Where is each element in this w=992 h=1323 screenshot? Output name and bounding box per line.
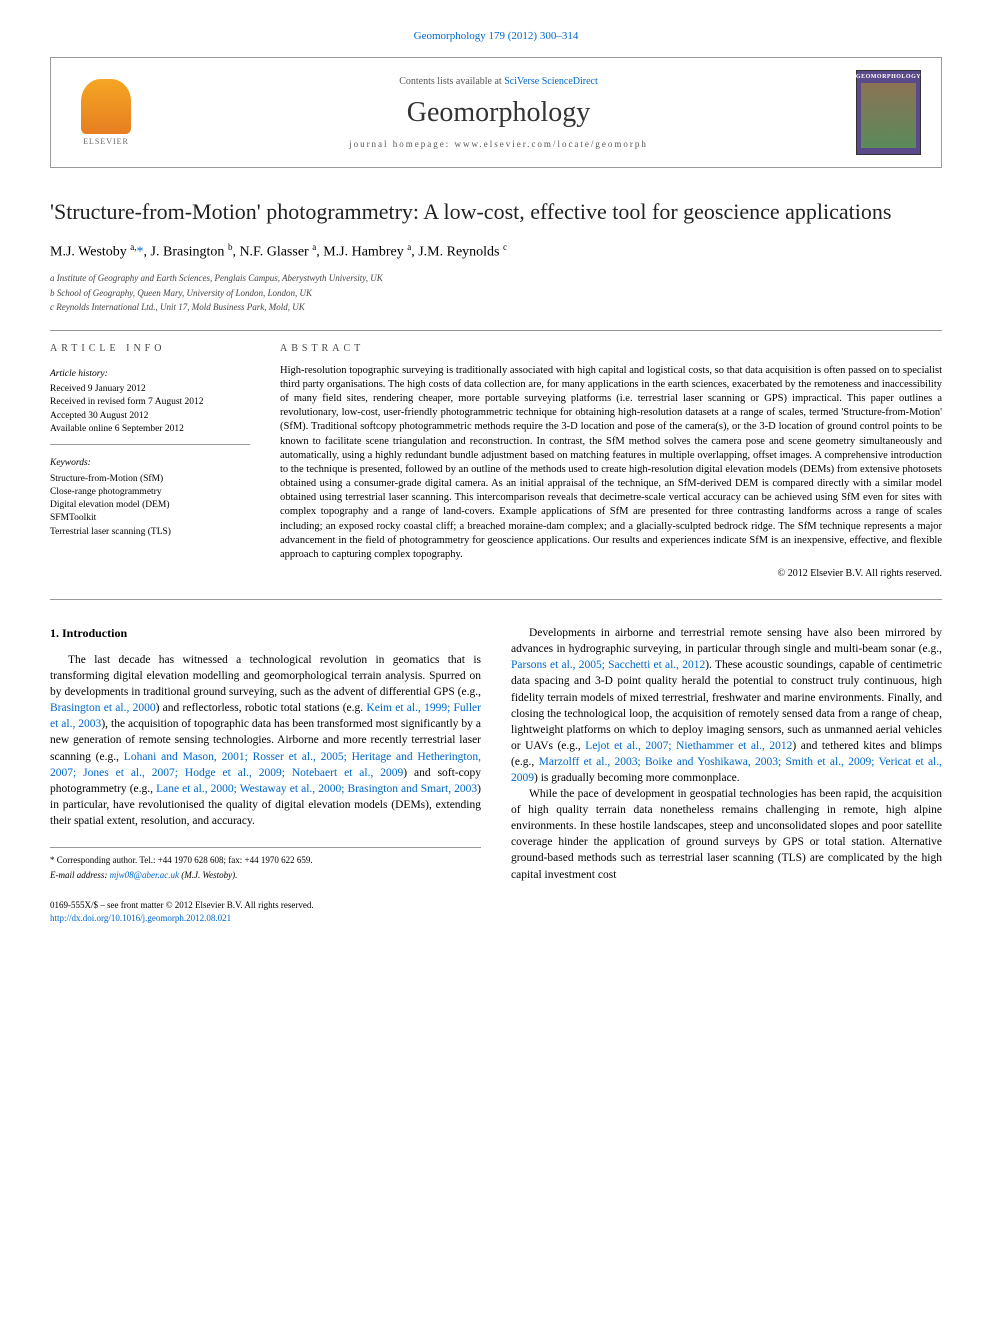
email-suffix: (M.J. Westoby). [179, 870, 237, 880]
history-line: Available online 6 September 2012 [50, 423, 250, 436]
intro-p1: The last decade has witnessed a technolo… [50, 652, 481, 829]
cover-title: GEOMORPHOLOGY [856, 74, 921, 80]
email-label: E-mail address: [50, 870, 110, 880]
elsevier-tree-icon [81, 79, 131, 134]
sciencedirect-link[interactable]: SciVerse ScienceDirect [504, 76, 598, 87]
article-info: ARTICLE INFO Article history: Received 9… [50, 343, 250, 579]
keyword-line: Structure-from-Motion (SfM) [50, 473, 250, 486]
section-1-heading: 1. Introduction [50, 625, 481, 642]
abstract-text: High-resolution topographic surveying is… [280, 364, 942, 562]
intro-p3: While the pace of development in geospat… [511, 786, 942, 883]
header-center: Contents lists available at SciVerse Sci… [141, 76, 856, 149]
body-columns: 1. Introduction The last decade has witn… [50, 625, 942, 924]
doi-link[interactable]: http://dx.doi.org/10.1016/j.geomorph.201… [50, 913, 231, 923]
keyword-line: Terrestrial laser scanning (TLS) [50, 526, 250, 539]
history-label: Article history: [50, 364, 250, 381]
body-col-left: 1. Introduction The last decade has witn… [50, 625, 481, 924]
cover-image-icon [861, 83, 916, 148]
article-history-block: Article history: Received 9 January 2012… [50, 364, 250, 445]
keyword-line: Digital elevation model (DEM) [50, 499, 250, 512]
history-line: Received 9 January 2012 [50, 383, 250, 396]
info-abstract-row: ARTICLE INFO Article history: Received 9… [50, 343, 942, 579]
elsevier-logo[interactable]: ELSEVIER [71, 73, 141, 153]
top-citation[interactable]: Geomorphology 179 (2012) 300–314 [50, 30, 942, 42]
intro-p2: Developments in airborne and terrestrial… [511, 625, 942, 786]
history-line: Accepted 30 August 2012 [50, 410, 250, 423]
affiliation-line: b School of Geography, Queen Mary, Unive… [50, 287, 942, 301]
abstract-copyright: © 2012 Elsevier B.V. All rights reserved… [280, 568, 942, 579]
ref-link[interactable]: Marzolff et al., 2003; Boike and Yoshika… [511, 756, 942, 784]
history-line: Received in revised form 7 August 2012 [50, 396, 250, 409]
affiliation-line: a Institute of Geography and Earth Scien… [50, 272, 942, 286]
contents-line: Contents lists available at SciVerse Sci… [141, 76, 856, 87]
email-link[interactable]: mjw08@aber.ac.uk [110, 870, 179, 880]
ref-link[interactable]: Brasington et al., 2000 [50, 702, 156, 714]
abstract-heading: ABSTRACT [280, 343, 942, 354]
rule-bottom [50, 599, 942, 600]
corresponding-note: * Corresponding author. Tel.: +44 1970 6… [50, 854, 481, 867]
ref-link[interactable]: Lohani and Mason, 2001; Rosser et al., 2… [50, 751, 481, 779]
ref-link[interactable]: Lejot et al., 2007; Niethammer et al., 2… [585, 740, 792, 752]
keyword-line: SFMToolkit [50, 512, 250, 525]
corresponding-author-footer: * Corresponding author. Tel.: +44 1970 6… [50, 847, 481, 881]
front-matter-line: 0169-555X/$ – see front matter © 2012 El… [50, 899, 481, 912]
keywords-block: Keywords: Structure-from-Motion (SfM)Clo… [50, 453, 250, 547]
affiliation-line: c Reynolds International Ltd., Unit 17, … [50, 301, 942, 315]
contents-prefix: Contents lists available at [399, 76, 504, 87]
ref-link[interactable]: Lane et al., 2000; Westaway et al., 2000… [156, 783, 477, 795]
abstract-column: ABSTRACT High-resolution topographic sur… [280, 343, 942, 579]
copyright-footer: 0169-555X/$ – see front matter © 2012 El… [50, 899, 481, 924]
ref-link[interactable]: Parsons et al., 2005; Sacchetti et al., … [511, 659, 705, 671]
publisher-label: ELSEVIER [83, 137, 129, 146]
body-col-right: Developments in airborne and terrestrial… [511, 625, 942, 924]
article-info-heading: ARTICLE INFO [50, 343, 250, 354]
author-list: M.J. Westoby a,*, J. Brasington b, N.F. … [50, 242, 942, 261]
journal-name: Geomorphology [141, 97, 856, 129]
journal-header: ELSEVIER Contents lists available at Sci… [50, 57, 942, 168]
article-title: 'Structure-from-Motion' photogrammetry: … [50, 198, 942, 227]
affiliations: a Institute of Geography and Earth Scien… [50, 272, 942, 315]
keywords-label: Keywords: [50, 453, 250, 470]
homepage-line[interactable]: journal homepage: www.elsevier.com/locat… [141, 139, 856, 149]
journal-cover-thumbnail[interactable]: GEOMORPHOLOGY [856, 70, 921, 155]
email-line: E-mail address: mjw08@aber.ac.uk (M.J. W… [50, 869, 481, 882]
keyword-line: Close-range photogrammetry [50, 486, 250, 499]
rule-top [50, 330, 942, 331]
